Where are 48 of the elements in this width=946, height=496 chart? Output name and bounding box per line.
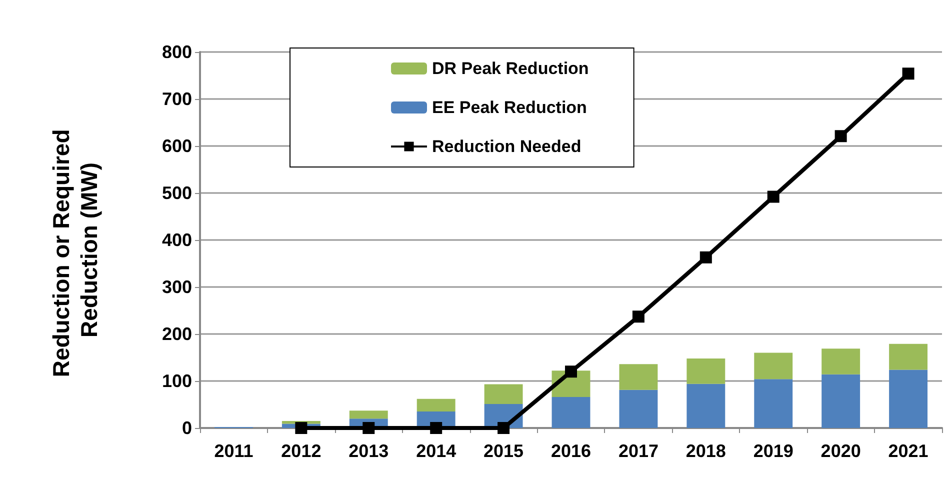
bar <box>416 398 456 412</box>
x-tick-label: 2015 <box>484 441 524 461</box>
point <box>430 422 442 434</box>
x-tick-label: 2021 <box>888 441 928 461</box>
x-tick-label: 2011 <box>214 441 254 461</box>
bar <box>484 384 523 404</box>
point <box>362 422 375 434</box>
y-tick-label: 200 <box>162 324 192 344</box>
bar <box>822 348 860 374</box>
x-tick-label: 2018 <box>686 441 726 461</box>
point <box>902 68 914 80</box>
bar <box>619 390 658 428</box>
point <box>700 251 712 264</box>
legend-label: Reduction Needed <box>432 137 582 156</box>
y-tick-label: 700 <box>162 89 192 109</box>
y-tick-label: 400 <box>162 230 192 250</box>
point <box>565 366 577 378</box>
bar <box>619 364 658 390</box>
point <box>767 190 780 203</box>
point <box>295 422 308 434</box>
point <box>632 310 644 323</box>
y-tick-label: 300 <box>162 277 192 297</box>
bar <box>754 352 793 380</box>
y-tick-label: 800 <box>162 42 192 62</box>
x-tick-label: 2012 <box>281 441 322 461</box>
point <box>834 130 847 142</box>
bar <box>686 358 726 384</box>
x-tick-label: 2020 <box>820 441 861 461</box>
bar <box>349 410 388 419</box>
legend-label: EE Peak Reduction <box>432 98 587 117</box>
bar <box>686 384 726 428</box>
y-tick-label: 500 <box>162 183 192 203</box>
bar <box>552 396 590 428</box>
bar <box>889 344 928 370</box>
x-tick-label: 2013 <box>348 441 389 461</box>
legend-label: DR Peak Reduction <box>432 59 589 78</box>
point <box>498 422 510 434</box>
y-tick-label: 0 <box>182 418 192 438</box>
x-tick-label: 2019 <box>753 441 794 461</box>
y-tick-label: 100 <box>162 371 192 391</box>
x-tick-label: 2016 <box>550 441 592 461</box>
bar <box>822 374 860 428</box>
x-tick-label: 2014 <box>416 441 456 461</box>
bar <box>889 370 928 428</box>
x-tick-label: 2017 <box>618 441 658 461</box>
y-axis-title: Reduction or Required Reduction (MW) <box>48 122 102 378</box>
y-tick-label: 600 <box>162 136 192 156</box>
bar <box>754 379 793 428</box>
